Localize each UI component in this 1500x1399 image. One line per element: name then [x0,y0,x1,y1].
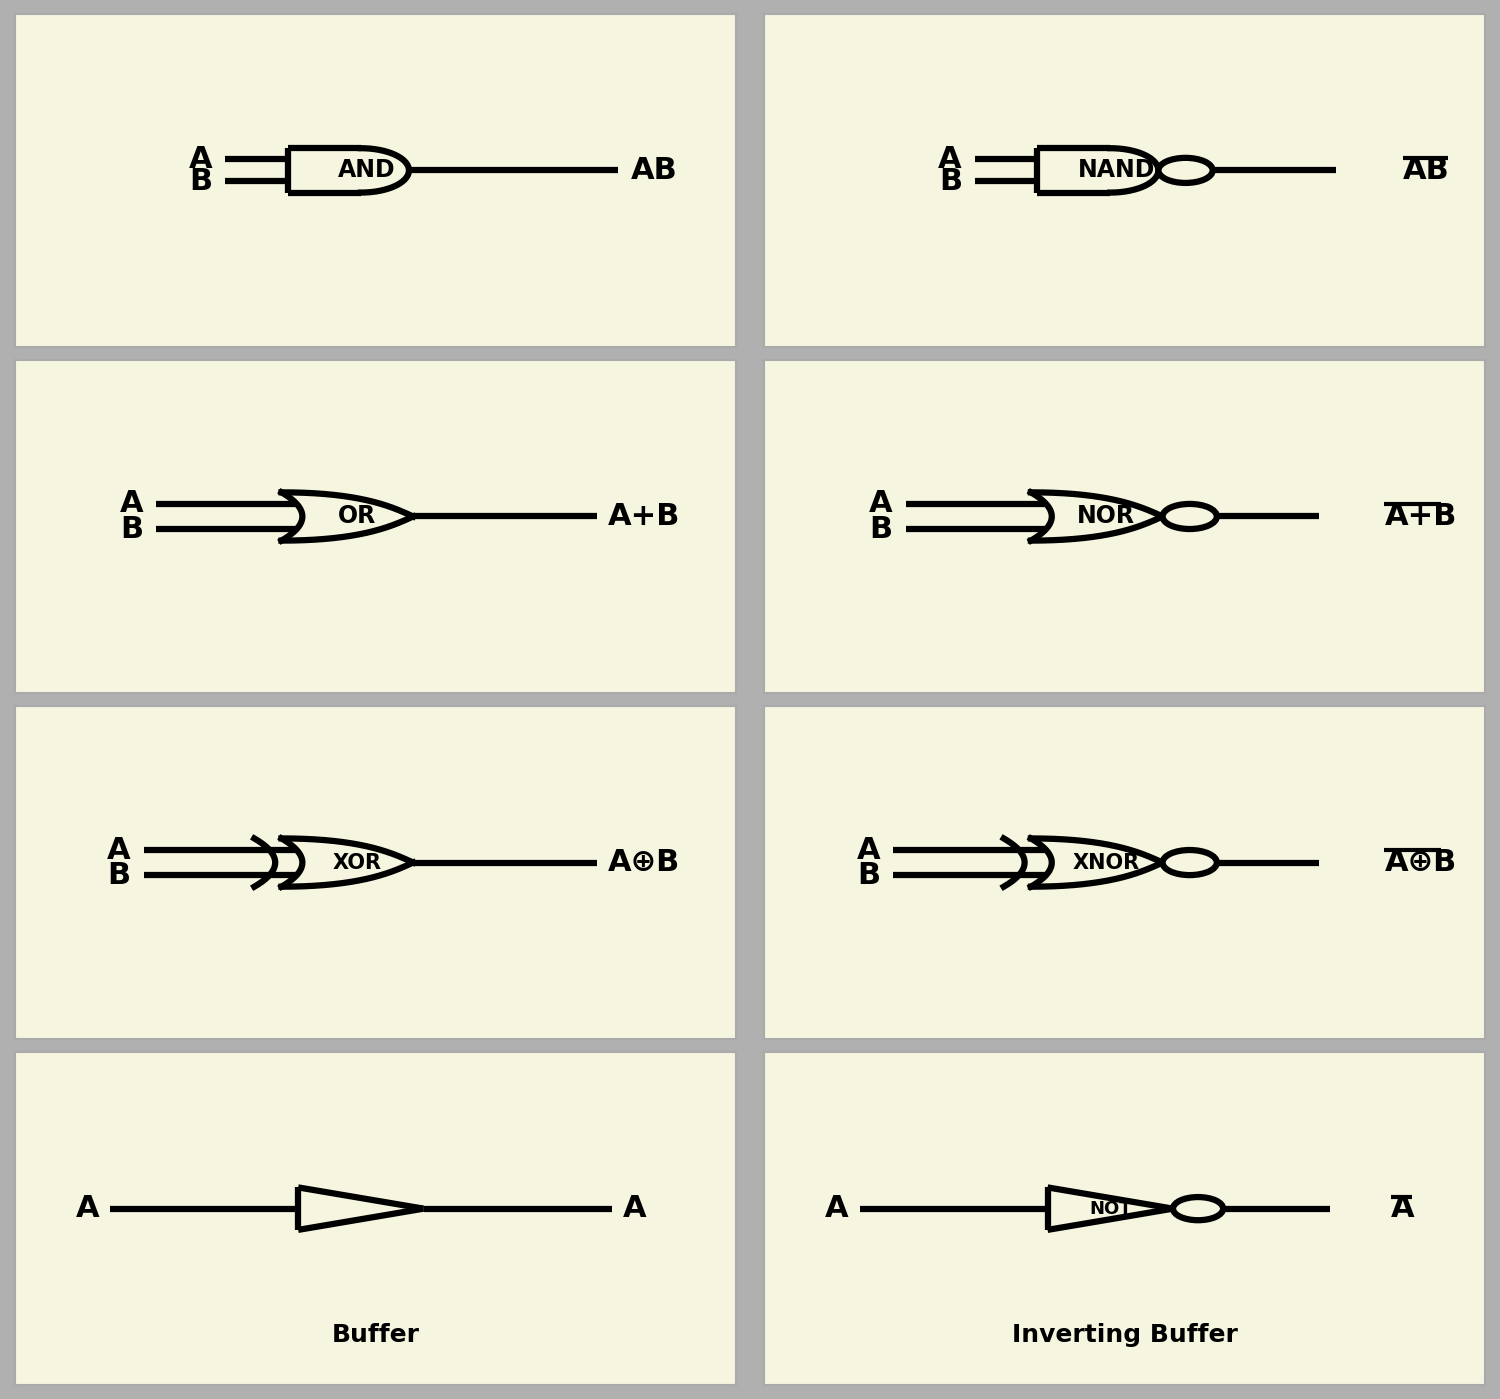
Text: XOR: XOR [332,852,381,873]
Text: NOR: NOR [1077,505,1136,529]
Text: A: A [1390,1195,1414,1223]
Text: A: A [825,1195,849,1223]
Text: B: B [870,515,892,544]
Text: AB: AB [632,155,678,185]
Text: A: A [75,1195,99,1223]
Text: NAND: NAND [1078,158,1155,182]
Text: B: B [108,860,130,890]
Text: OR: OR [338,505,376,529]
Text: B: B [189,166,213,196]
Text: A⊕B: A⊕B [608,848,680,877]
Text: Buffer: Buffer [332,1323,420,1347]
Text: AB: AB [1404,155,1450,185]
Text: A⊕B: A⊕B [1384,848,1456,877]
Text: A: A [106,835,130,865]
Text: A: A [189,144,213,173]
Circle shape [1162,851,1216,876]
Text: Inverting Buffer: Inverting Buffer [1013,1323,1238,1347]
Text: XNOR: XNOR [1072,852,1140,873]
Circle shape [1162,504,1216,529]
Text: A: A [939,144,962,173]
Text: A+B: A+B [608,502,680,532]
Circle shape [1173,1198,1222,1220]
Text: A: A [120,490,142,519]
Text: A: A [622,1195,646,1223]
Text: A+B: A+B [1384,502,1456,532]
Text: B: B [856,860,880,890]
Text: AND: AND [339,158,396,182]
Text: A: A [856,835,880,865]
Text: B: B [939,166,962,196]
Text: NOT: NOT [1089,1199,1131,1217]
Text: A: A [868,490,892,519]
Text: B: B [120,515,142,544]
Circle shape [1158,158,1212,183]
